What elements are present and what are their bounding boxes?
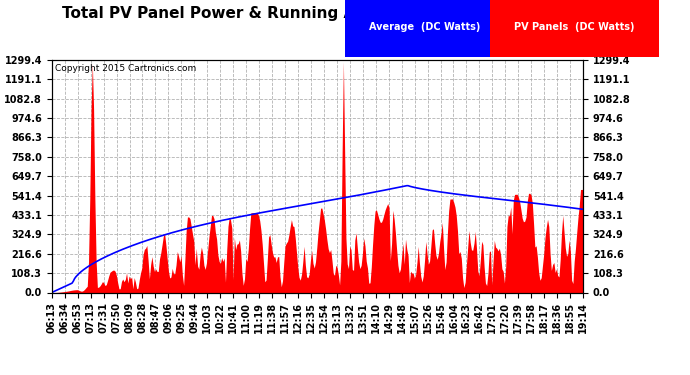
Text: Total PV Panel Power & Running Average Power Tue Aug 25 19:19: Total PV Panel Power & Running Average P… [62,6,628,21]
Text: PV Panels  (DC Watts): PV Panels (DC Watts) [514,22,635,33]
Text: Average  (DC Watts): Average (DC Watts) [369,22,480,33]
Text: Copyright 2015 Cartronics.com: Copyright 2015 Cartronics.com [55,64,197,73]
